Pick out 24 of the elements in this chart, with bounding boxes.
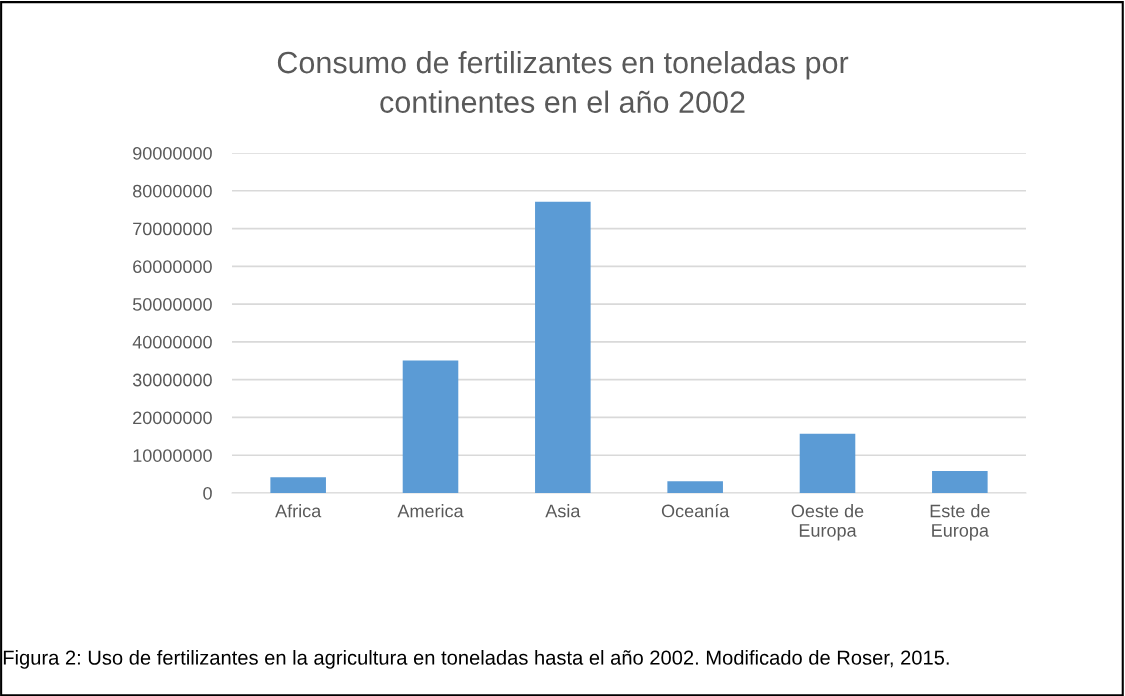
x-tick-label: Africa	[275, 504, 322, 518]
text: Figura 2: Uso de fertilizantes en la agricultura en toneladas hasta el año 2002. Modificado de Roser, 2015.	[3, 650, 949, 669]
y-tick-label: 60000000	[133, 260, 212, 274]
bar	[799, 433, 856, 493]
bar	[402, 360, 459, 493]
bar	[535, 201, 591, 493]
x-tick-label: Asia	[545, 504, 581, 518]
y-tick-label: 80000000	[133, 184, 212, 198]
y-tick-label: 10000000	[133, 449, 212, 462]
bar	[932, 471, 988, 493]
bar	[270, 477, 326, 493]
y-tick-label: 0	[203, 486, 212, 500]
y-tick-label: 20000000	[133, 411, 212, 425]
bar	[667, 481, 723, 493]
chart-title: Consumo de fertilizantes en toneladas por continentes en el año 2002	[277, 50, 849, 113]
x-tick-label: America	[397, 504, 464, 518]
x-tick-label: Oeste de Europa	[791, 504, 864, 541]
x-tick-label: Este de Europa	[930, 504, 990, 541]
y-tick-label: 90000000	[133, 146, 212, 160]
y-tick-label: 40000000	[132, 335, 212, 349]
y-tick-label: 50000000	[132, 298, 212, 311]
x-tick-label: Oceanía	[661, 503, 730, 518]
y-tick-label: 30000000	[132, 373, 212, 387]
y-tick-label: 70000000	[133, 222, 212, 236]
